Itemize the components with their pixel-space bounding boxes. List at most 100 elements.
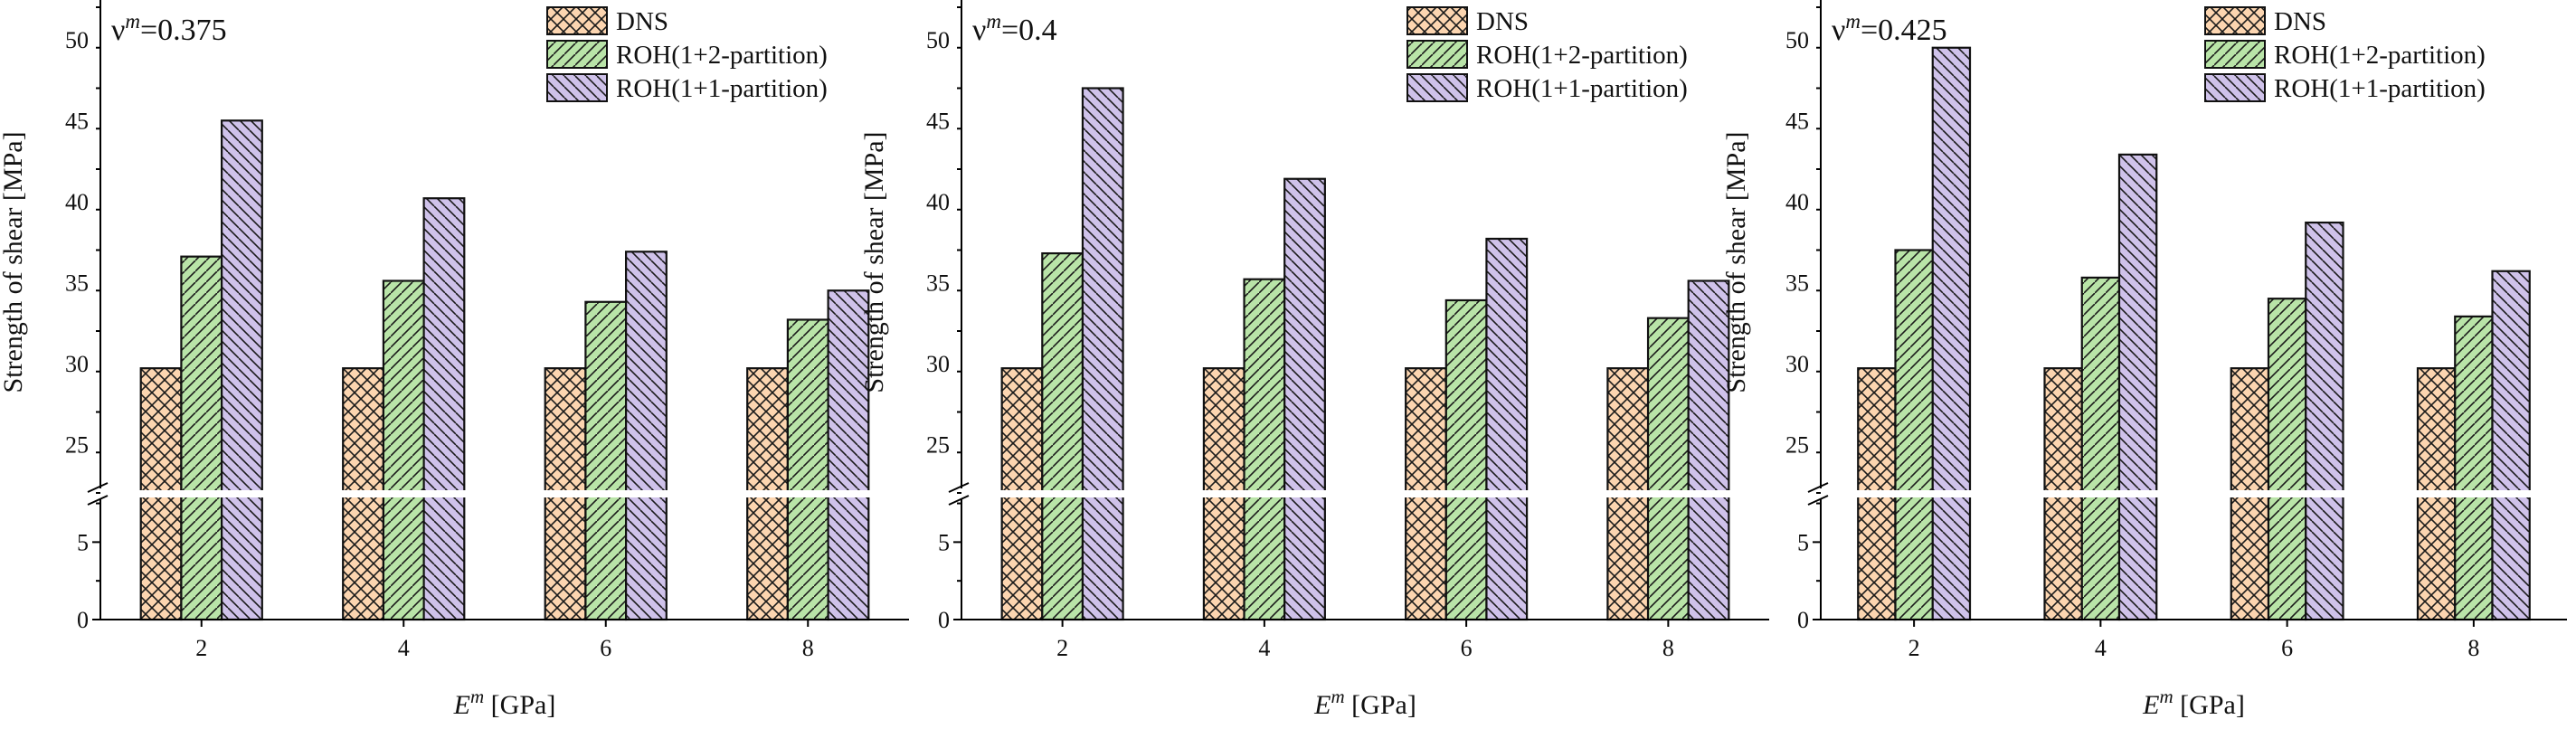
- legend-swatch-roh-1-1-partition: [546, 73, 608, 102]
- x-axis-title: Em [GPa]: [2142, 686, 2245, 720]
- axis-break-mark-upper: [948, 482, 970, 493]
- chart-panel-1: 2 4 6 8 25 30 35 40 45 50 0 5 Strength of shear [MPa…: [0, 0, 911, 720]
- bar-roh-1-2-partition-2: [180, 255, 223, 621]
- legend-swatch-roh-1-1-partition: [1406, 73, 1468, 102]
- legend: DNS ROH(1+2-partition) ROH(1+1-partition): [1406, 6, 1688, 103]
- panel-label: νm=0.375: [111, 10, 227, 47]
- x-tick-label-4: 4: [2095, 635, 2107, 661]
- bar-roh-1-1-partition-4: [2117, 153, 2158, 621]
- y-tick-label-35: 35: [926, 270, 950, 296]
- bar-roh-1-1-partition-2: [221, 119, 263, 621]
- y-tick-label-50: 50: [65, 27, 89, 53]
- bar-roh-1-2-partition-2: [1041, 251, 1084, 621]
- legend-swatch-dns: [1406, 6, 1468, 35]
- bar-roh-1-2-partition-4: [1243, 278, 1286, 621]
- y-tick-label-50: 50: [926, 27, 950, 53]
- y-axis-title: Strength of shear [MPa]: [0, 131, 28, 393]
- y-tick-label-5: 5: [77, 529, 89, 555]
- x-tick-label-6: 6: [1461, 635, 1473, 661]
- axis-break-mark-lower: [948, 495, 970, 506]
- legend-label-dns: DNS: [616, 7, 668, 36]
- x-axis-title: Em [GPa]: [1313, 686, 1416, 720]
- bar-roh-1-1-partition-8: [1687, 279, 1730, 621]
- x-tick-label-8: 8: [2467, 635, 2479, 661]
- y-tick-label-0: 0: [77, 607, 89, 633]
- bar-roh-1-2-partition-6: [1444, 298, 1488, 621]
- legend-label-dns: DNS: [1476, 7, 1529, 36]
- x-axis-title: Em [GPa]: [453, 686, 556, 720]
- legend-swatch-roh-1-2-partition: [546, 40, 608, 69]
- x-tick-label-2: 2: [1056, 635, 1068, 661]
- bar-roh-1-1-partition-2: [1081, 87, 1124, 621]
- bar-roh-1-1-partition-8: [2491, 270, 2531, 621]
- legend: DNS ROH(1+2-partition) ROH(1+1-partition): [2204, 6, 2486, 103]
- y-tick-label-25: 25: [1785, 431, 1809, 458]
- legend-label-roh-1-2-partition: ROH(1+2-partition): [1476, 41, 1688, 70]
- x-tick-label-6: 6: [2281, 635, 2293, 661]
- bar-roh-1-1-partition-2: [1931, 46, 1972, 621]
- y-tick-label-5: 5: [938, 529, 950, 555]
- y-tick-label-45: 45: [65, 108, 89, 134]
- x-tick-label-4: 4: [1258, 635, 1270, 661]
- axis-break-band: [1819, 490, 2569, 497]
- bar-roh-1-1-partition-4: [422, 197, 466, 621]
- bar-roh-1-2-partition-8: [2454, 315, 2494, 621]
- bar-roh-1-2-partition-6: [2267, 298, 2307, 621]
- y-tick-label-25: 25: [926, 431, 950, 458]
- y-tick-label-50: 50: [1785, 27, 1809, 53]
- bar-roh-1-2-partition-4: [2080, 276, 2121, 621]
- axis-break-mark-upper: [1807, 482, 1829, 493]
- legend-label-roh-1-1-partition: ROH(1+1-partition): [1476, 74, 1688, 103]
- y-tick-label-35: 35: [65, 270, 89, 296]
- y-tick-label-40: 40: [65, 189, 89, 215]
- legend-label-roh-1-1-partition: ROH(1+1-partition): [616, 74, 828, 103]
- y-tick-label-35: 35: [1785, 270, 1809, 296]
- legend: DNS ROH(1+2-partition) ROH(1+1-partition): [546, 6, 828, 103]
- axis-break-mark-upper: [87, 482, 109, 493]
- x-tick-label-8: 8: [1662, 635, 1674, 661]
- panel-label: νm=0.425: [1832, 10, 1947, 47]
- x-tick-label-2: 2: [1908, 635, 1920, 661]
- y-tick-label-30: 30: [926, 351, 950, 377]
- legend-swatch-roh-1-2-partition: [1406, 40, 1468, 69]
- x-tick-label-2: 2: [195, 635, 207, 661]
- x-tick-label-8: 8: [802, 635, 814, 661]
- chart-panel-2: 2 4 6 8 25 30 35 40 45 50 0 5 Strength of shear [MPa…: [859, 0, 1771, 720]
- y-tick-label-45: 45: [1785, 108, 1809, 134]
- bar-roh-1-2-partition-2: [1894, 249, 1934, 621]
- axis-break-band: [960, 490, 1771, 497]
- axis-break-band: [99, 490, 911, 497]
- legend-label-roh-1-1-partition: ROH(1+1-partition): [2274, 74, 2486, 103]
- axis-break-mark-lower: [1807, 495, 1829, 506]
- y-tick-label-0: 0: [1797, 607, 1809, 633]
- bar-roh-1-1-partition-6: [2305, 221, 2344, 621]
- axis-break-mark-lower: [87, 495, 109, 506]
- y-tick-label-40: 40: [1785, 189, 1809, 215]
- legend-swatch-roh-1-2-partition: [2204, 40, 2266, 69]
- bar-roh-1-1-partition-6: [1485, 237, 1529, 621]
- bar-roh-1-2-partition-6: [584, 300, 628, 621]
- bar-roh-1-1-partition-6: [624, 251, 668, 621]
- bar-roh-1-2-partition-8: [786, 318, 829, 621]
- legend-swatch-dns: [2204, 6, 2266, 35]
- x-tick-label-6: 6: [600, 635, 611, 661]
- y-tick-label-5: 5: [1797, 529, 1809, 555]
- bar-roh-1-2-partition-4: [382, 279, 425, 621]
- x-tick-label-4: 4: [398, 635, 410, 661]
- bar-roh-1-1-partition-4: [1283, 177, 1326, 621]
- chart-panel-3: 2 4 6 8 25 30 35 40 45 50 0 5 Strength of shear [MPa…: [1721, 0, 2569, 720]
- y-tick-label-45: 45: [926, 108, 950, 134]
- y-tick-label-30: 30: [1785, 351, 1809, 377]
- y-tick-label-40: 40: [926, 189, 950, 215]
- legend-swatch-dns: [546, 6, 608, 35]
- panel-label: νm=0.4: [972, 10, 1057, 47]
- legend-label-roh-1-2-partition: ROH(1+2-partition): [616, 41, 828, 70]
- legend-label-dns: DNS: [2274, 7, 2326, 36]
- y-axis-title: Strength of shear [MPa]: [1721, 131, 1751, 393]
- legend-label-roh-1-2-partition: ROH(1+2-partition): [2274, 41, 2486, 70]
- y-axis-title: Strength of shear [MPa]: [859, 131, 889, 393]
- y-tick-label-0: 0: [938, 607, 950, 633]
- legend-swatch-roh-1-1-partition: [2204, 73, 2266, 102]
